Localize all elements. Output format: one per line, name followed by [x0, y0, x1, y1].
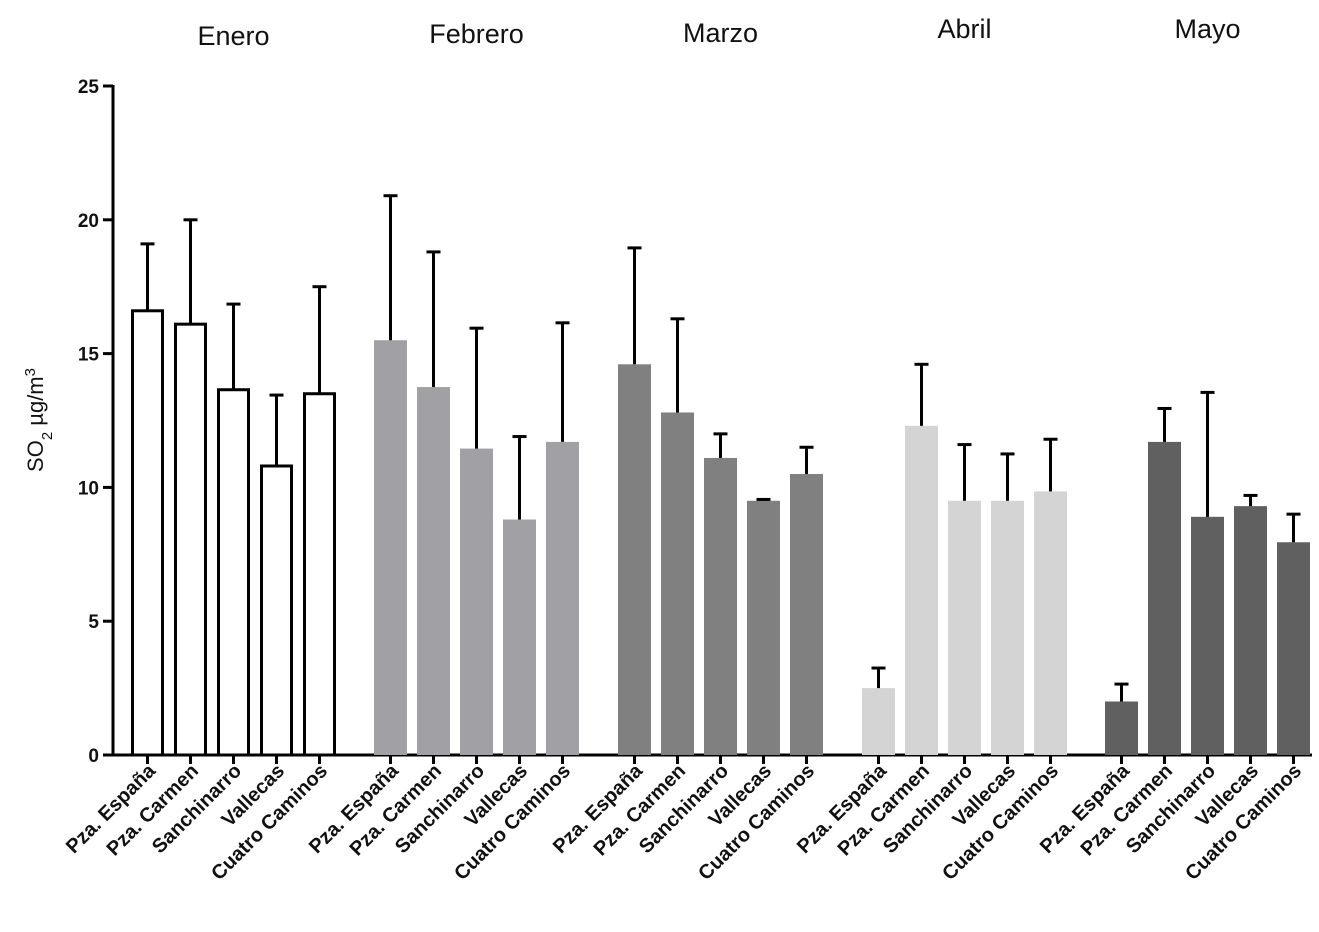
y-axis-title-main: SO: [23, 440, 48, 472]
y-axis-title-unit: µg/m: [23, 376, 48, 431]
y-axis-title-sub: 2: [39, 432, 56, 440]
bar: [1277, 542, 1310, 755]
bar: [991, 500, 1024, 755]
bar: [546, 441, 579, 755]
bar: [905, 425, 938, 755]
bar: [862, 688, 895, 755]
bar: [661, 412, 694, 755]
bar: [1148, 441, 1181, 755]
bar: [260, 464, 293, 757]
group-label: Febrero: [429, 19, 524, 49]
bars: [131, 309, 1310, 757]
y-tick-label: 15: [78, 345, 100, 366]
y-axis: 0 5 10 15 20 25: [78, 77, 115, 767]
bar: [790, 474, 823, 755]
group-label: Abril: [937, 14, 991, 44]
y-tick-label: 0: [88, 746, 99, 767]
bar: [503, 519, 536, 755]
bar: [131, 309, 164, 757]
month-labels: Enero Febrero Marzo Abril Mayo: [197, 14, 1240, 51]
y-tick-label: 25: [78, 77, 100, 98]
bar: [417, 387, 450, 755]
bar: [948, 500, 981, 755]
bar: [1234, 506, 1267, 755]
error-bars: [140, 194, 1301, 702]
y-axis-title: SO2 µg/m3: [22, 368, 56, 472]
bar: [1191, 516, 1224, 755]
group-label: Enero: [197, 21, 269, 51]
bar: [618, 364, 651, 755]
bar: [460, 448, 493, 755]
bar: [1105, 701, 1138, 755]
bar: [747, 500, 780, 755]
group-label: Mayo: [1174, 14, 1240, 44]
y-axis-title-sup: 3: [22, 368, 39, 376]
bar: [174, 322, 207, 757]
bar: [217, 388, 250, 757]
group-label: Marzo: [683, 18, 758, 48]
bar: [374, 340, 407, 755]
bar: [704, 457, 737, 755]
y-tick-label: 20: [78, 211, 99, 232]
bar: [1034, 491, 1067, 755]
y-tick-label: 10: [78, 478, 99, 499]
y-tick-label: 5: [88, 612, 99, 633]
bar: [303, 392, 336, 757]
